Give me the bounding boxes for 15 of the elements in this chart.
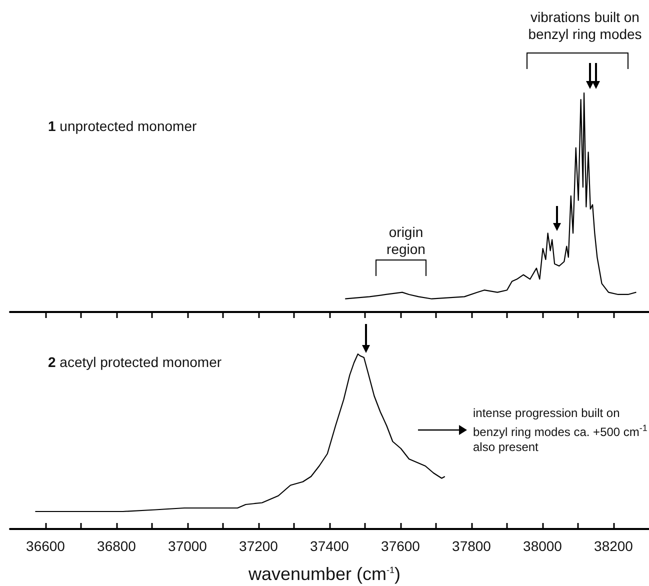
x-tick-label: 37000: [168, 538, 208, 554]
x-tick-label: 37800: [452, 538, 492, 554]
x-tick-label: 36600: [26, 538, 66, 554]
x-tick-label: 38200: [594, 538, 634, 554]
annotation: 2 acetyl protected monomer: [48, 354, 223, 371]
annotation: origin region: [386, 224, 426, 258]
annotation: 1 unprotected monomer: [48, 118, 198, 135]
x-tick-label: 37600: [381, 538, 420, 554]
text: vibrations built on benzyl ring modes: [527, 9, 643, 43]
text: intense progression built on benzyl ring modes ca. +500 cm$^{-1}$ also present: [473, 406, 648, 454]
x-axis-title: wavenumber (cm$^{-1}$): [247, 563, 402, 584]
x-tick-label: 37400: [310, 538, 350, 554]
x-tick-label: 38000: [523, 538, 562, 554]
x-tick-label: 36800: [97, 538, 136, 554]
x-tick-label: 37200: [239, 538, 278, 554]
